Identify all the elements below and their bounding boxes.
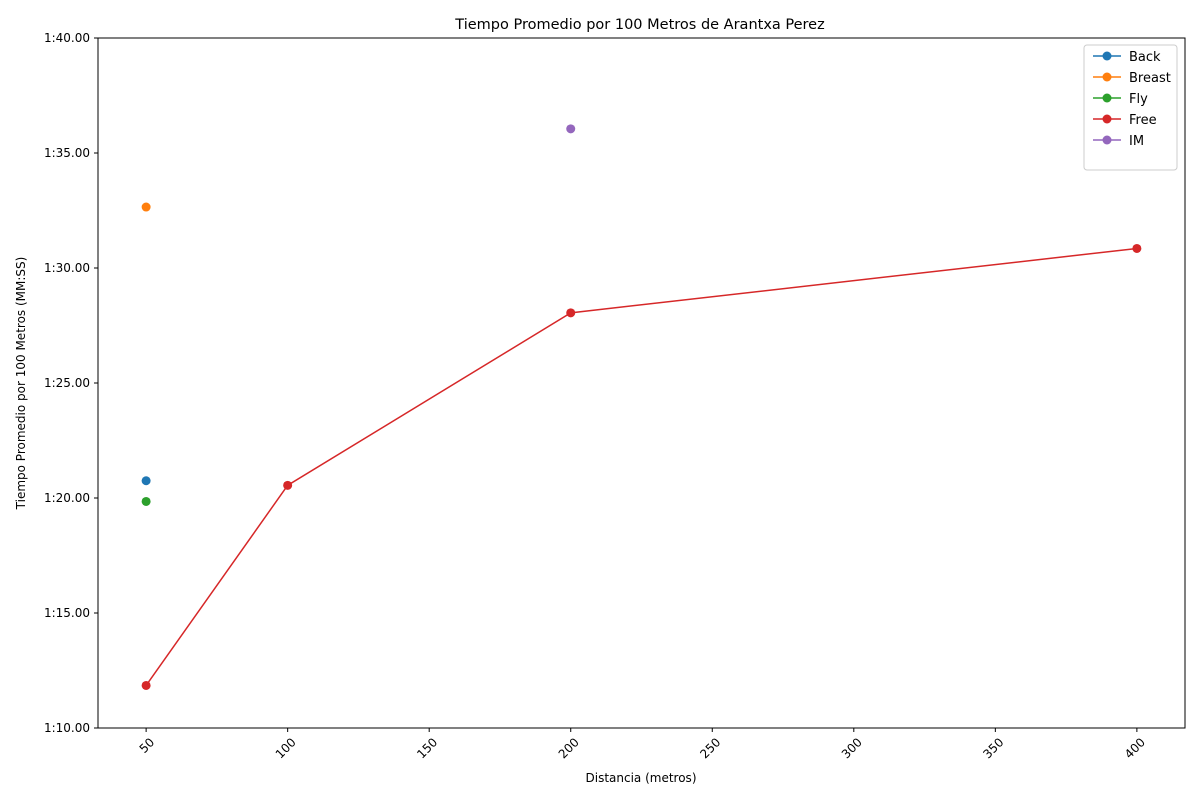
legend-marker-fly: [1102, 93, 1112, 103]
legend-marker-breast: [1102, 72, 1112, 82]
legend: Back Breast Fly Free IM: [1083, 44, 1178, 171]
data-point-breast: [141, 202, 151, 212]
y-tick-label: 1:20.00: [44, 491, 90, 505]
data-point-back: [141, 476, 151, 486]
legend-label-breast: Breast: [1129, 71, 1171, 86]
y-tick-label: 1:40.00: [44, 31, 90, 45]
y-tick-label: 1:25.00: [44, 376, 90, 390]
data-point-fly: [141, 496, 151, 506]
y-tick-label: 1:30.00: [44, 261, 90, 275]
legend-label-back: Back: [1129, 50, 1161, 65]
plot-frame: [97, 37, 1186, 729]
y-tick-label: 1:10.00: [44, 721, 90, 735]
series-line-free: [145, 247, 1137, 686]
y-tick-label: 1:15.00: [44, 606, 90, 620]
legend-marker-back: [1102, 51, 1112, 61]
data-point-free: [566, 308, 576, 318]
y-tick-label: 1:35.00: [44, 146, 90, 160]
legend-label-free: Free: [1129, 113, 1157, 128]
y-axis-label: Tiempo Promedio por 100 Metros (MM:SS): [14, 257, 28, 511]
data-point-free: [141, 680, 151, 690]
legend-label-im: IM: [1129, 134, 1144, 149]
legend-marker-free: [1102, 114, 1112, 124]
y-axis-ticks: 1:10.00 1:15.00 1:20.00 1:25.00 1:30.00 1:35.…: [44, 31, 98, 735]
data-point-im: [566, 124, 576, 134]
series-layer: [141, 124, 1142, 690]
legend-marker-im: [1102, 135, 1112, 145]
data-point-free: [283, 480, 293, 490]
data-point-free: [1132, 243, 1142, 253]
chart-title: Tiempo Promedio por 100 Metros de Arantx…: [454, 17, 824, 33]
x-axis-label: Distancia (metros): [586, 771, 697, 785]
legend-label-fly: Fly: [1129, 92, 1148, 107]
